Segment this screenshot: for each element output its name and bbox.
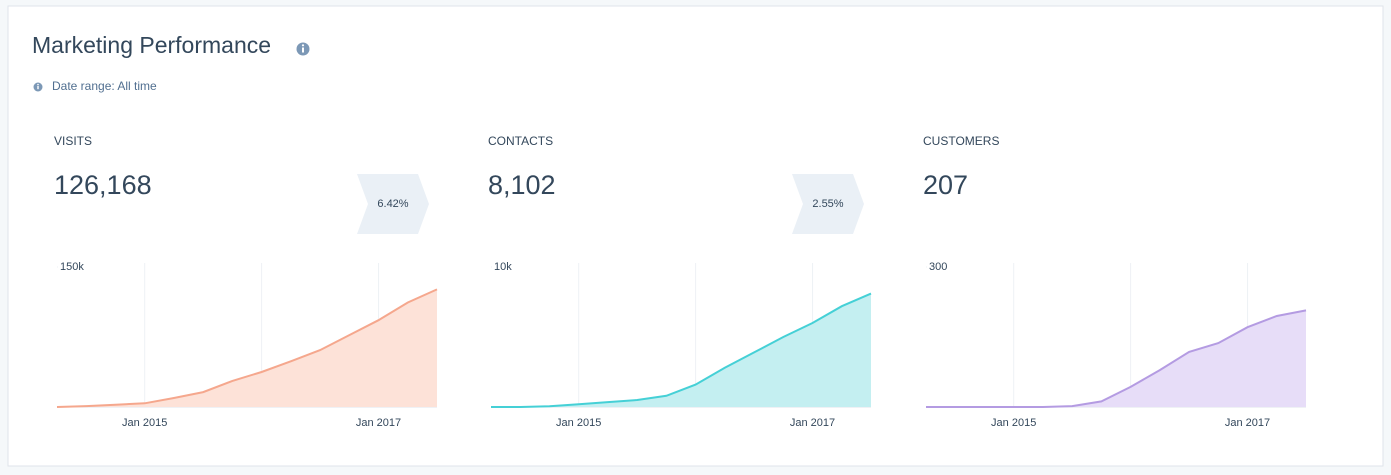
metric-label: CONTACTS — [488, 134, 553, 148]
line — [491, 292, 872, 408]
info-icon — [33, 82, 43, 92]
x-tick-label: Jan 2015 — [991, 417, 1036, 429]
x-tick-label: Jan 2017 — [1225, 417, 1270, 429]
x-tick-label: Jan 2017 — [790, 417, 835, 429]
area — [491, 293, 871, 407]
title: Marketing Performance — [32, 32, 271, 58]
metric-total: 126,168 — [54, 170, 152, 200]
y-tick-label: 10k — [494, 261, 512, 273]
y-tick-label: 300 — [929, 261, 947, 273]
y-tick-label: 150k — [60, 261, 84, 273]
info-icon[interactable] — [296, 42, 310, 56]
date-range: Date range: All time — [52, 79, 157, 93]
x-tick-label: Jan 2015 — [122, 417, 167, 429]
conversion-rate: 2.55% — [812, 198, 843, 210]
metric-label: CUSTOMERS — [923, 134, 999, 148]
conversion-rate: 6.42% — [377, 198, 408, 210]
line — [926, 309, 1307, 408]
conversion-badge: 2.55% — [792, 174, 864, 234]
area — [926, 310, 1306, 407]
x-tick-label: Jan 2017 — [356, 417, 401, 429]
metric-label: VISITS — [54, 134, 92, 148]
conversion-badge: 6.42% — [357, 174, 429, 234]
area — [57, 289, 437, 407]
metric-total: 8,102 — [488, 170, 556, 200]
metric-total: 207 — [923, 170, 968, 200]
x-tick-label: Jan 2015 — [556, 417, 601, 429]
line — [56, 288, 438, 408]
